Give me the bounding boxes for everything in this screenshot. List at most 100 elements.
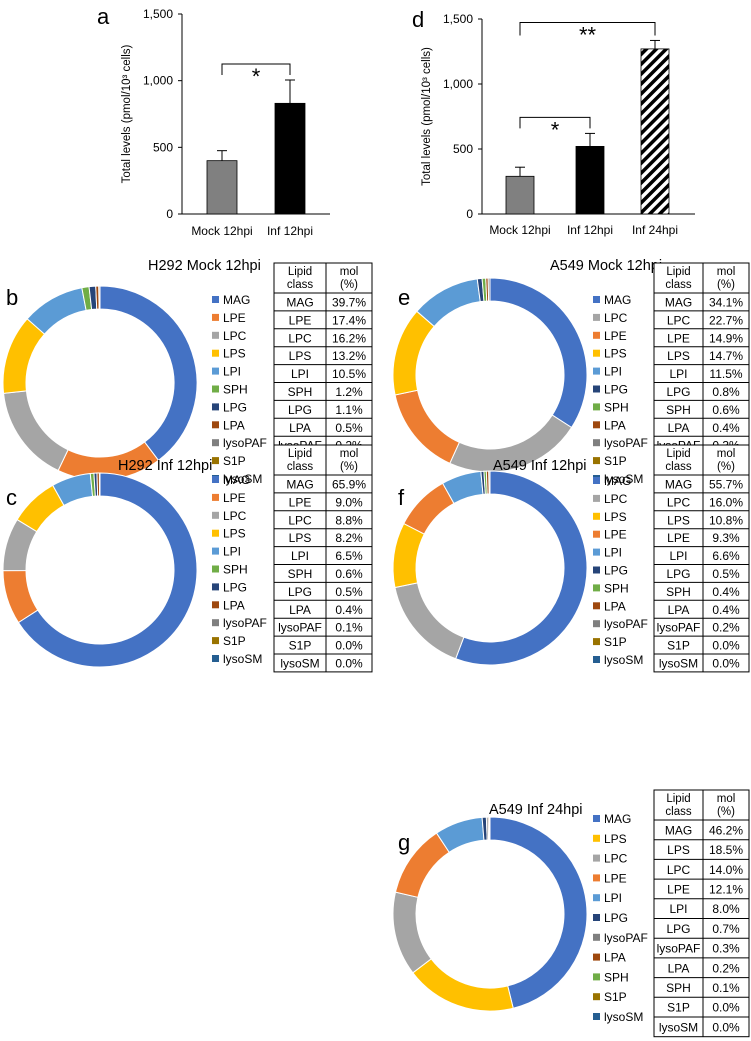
legend-label: lysoPAF (223, 436, 267, 450)
donut-slice (416, 278, 481, 328)
table-cell-class: MAG (665, 477, 692, 491)
significance-bracket (221, 63, 291, 75)
donut-slice (488, 816, 491, 841)
donut-slice (98, 285, 101, 310)
table-header: class (665, 461, 691, 473)
donut-slice (17, 472, 198, 668)
donut-panel-f: A549 Inf 12hpi MAG LPC LPS LPE LPI LPG SPH LPA ly… (392, 444, 750, 673)
y-tick-label: 1,000 (443, 77, 473, 91)
table-cell-class: LPI (291, 549, 309, 563)
legend-label: SPH (223, 563, 248, 577)
legend-label: SPH (223, 383, 248, 397)
table-cell-mol: 16.0% (709, 495, 743, 509)
table-cell-mol: 39.7% (332, 295, 366, 309)
donut-slice (98, 472, 101, 497)
y-axis-label: Total levels (pmol/10³ cells) (121, 44, 133, 183)
legend-swatch (593, 494, 600, 502)
y-tick-label: 0 (166, 207, 173, 221)
legend-label: SPH (604, 581, 629, 595)
table-cell-mol: 0.6% (712, 403, 740, 417)
legend-swatch (212, 655, 219, 662)
table-cell-class: MAG (665, 295, 692, 309)
legend-swatch (212, 313, 219, 321)
table-header: (%) (717, 461, 735, 473)
donut-slice (3, 390, 69, 472)
legend-swatch (593, 349, 600, 357)
table-cell-class: LPE (667, 882, 690, 896)
table-cell-class: LPS (289, 531, 312, 545)
x-tick-label: Mock 12hpi (489, 223, 550, 237)
legend-label: LPG (223, 400, 247, 414)
table-header: Lipid (666, 448, 690, 460)
table-cell-mol: 18.5% (709, 843, 743, 857)
legend-label: LPS (604, 832, 627, 846)
legend-label: MAG (604, 812, 631, 826)
donut-slice (392, 310, 435, 396)
y-tick-label: 0 (466, 207, 473, 221)
legend-swatch (593, 530, 600, 538)
legend-swatch (593, 296, 600, 303)
table-cell-class: LPE (667, 331, 690, 345)
legend-swatch (593, 854, 600, 862)
legend-label: lysoSM (604, 653, 643, 667)
legend-label: MAG (223, 293, 250, 307)
table-cell-mol: 0.2% (712, 621, 740, 635)
y-tick-label: 500 (153, 140, 173, 154)
legend-swatch (593, 973, 600, 981)
table-cell-mol: 10.8% (709, 513, 743, 527)
table-cell-mol: 22.7% (709, 313, 743, 327)
legend-swatch (593, 566, 600, 574)
legend-label: LPE (223, 311, 246, 325)
legend-swatch (593, 313, 600, 321)
legend-label: lysoPAF (604, 617, 648, 631)
significance-bracket (519, 116, 591, 129)
donut-slice (412, 958, 514, 1012)
table-cell-class: LPA (289, 603, 311, 617)
data-table (653, 789, 750, 1038)
bar-chart-d: 0 500 1,000 1,500 Total levels (pmol/10³ cel… (421, 12, 695, 237)
legend-swatch (212, 476, 219, 483)
bar (505, 175, 535, 215)
legend-swatch (212, 457, 219, 465)
legend-label: SPH (604, 400, 629, 414)
table-cell-mol: 0.0% (712, 639, 740, 653)
donut-slice (392, 891, 432, 974)
legend-swatch (593, 914, 600, 921)
table-cell-mol: 14.7% (709, 349, 743, 363)
legend-swatch (593, 1013, 600, 1020)
table-cell-class: LPG (666, 385, 690, 399)
donut-slice (392, 522, 425, 589)
table-cell-class: LPA (668, 961, 690, 975)
y-axis-label: Total levels (pmol/10³ cells) (421, 47, 433, 186)
donut-slice (489, 816, 588, 1009)
table-cell-class: SPH (666, 403, 691, 417)
table-cell-mol: 8.2% (335, 531, 363, 545)
legend-swatch (212, 511, 219, 519)
table-cell-class: lysoSM (659, 656, 698, 670)
significance-label: * (252, 64, 261, 89)
legend-label: S1P (604, 454, 627, 468)
legend-swatch (593, 933, 600, 941)
legend-label: LPE (223, 491, 246, 505)
legend-swatch (212, 565, 219, 573)
table-cell-class: LPG (666, 567, 690, 581)
table-cell-mol: 0.1% (712, 981, 740, 995)
significance-label: * (551, 117, 560, 142)
legend-label: LPE (604, 528, 627, 542)
legend-label: S1P (223, 634, 246, 648)
table-header: class (665, 806, 691, 818)
table-cell-class: MAG (665, 823, 692, 837)
donut-slice (487, 277, 491, 302)
legend-swatch (593, 656, 600, 663)
table-cell-mol: 16.2% (332, 331, 366, 345)
table-cell-class: LPG (288, 403, 312, 417)
table-cell-mol: 0.8% (712, 385, 740, 399)
legend-swatch (212, 349, 219, 357)
table-header: Lipid (288, 448, 312, 460)
legend-label: LPC (223, 509, 247, 523)
panel-letter-b: b (6, 285, 18, 310)
table-header: (%) (717, 279, 735, 291)
legend-swatch (593, 620, 600, 628)
table-cell-class: lysoPAF (657, 621, 701, 635)
